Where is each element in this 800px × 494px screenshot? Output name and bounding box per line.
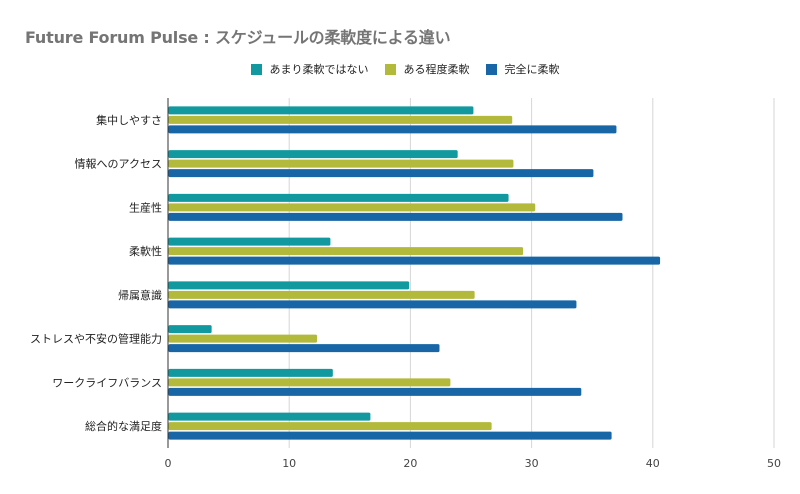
bar[interactable] [168, 237, 331, 246]
bar[interactable] [168, 378, 451, 387]
category-label: 生産性 [129, 200, 162, 214]
bar[interactable] [168, 431, 612, 440]
bar[interactable] [168, 125, 617, 134]
category-label: 柔軟性 [129, 244, 162, 258]
x-tick-label: 50 [767, 457, 781, 470]
bar[interactable] [168, 247, 524, 256]
x-tick-label: 40 [646, 457, 660, 470]
category-label: 帰属意識 [118, 288, 162, 302]
bar[interactable] [168, 212, 623, 221]
legend-swatch [250, 63, 262, 75]
bar[interactable] [168, 256, 661, 265]
category-label: 情報へのアクセス [75, 158, 162, 171]
bars [168, 106, 661, 440]
category-label: ストレスや不安の管理能力 [30, 332, 162, 346]
category-labels: 集中しやすさ情報へのアクセス生産性柔軟性帰属意識ストレスや不安の管理能力ワークラ… [30, 113, 162, 433]
legend-label: ある程度柔軟 [403, 63, 470, 76]
x-tick-label: 0 [165, 457, 172, 470]
bar[interactable] [168, 290, 475, 299]
legend-label: あまり柔軟ではない [269, 63, 369, 76]
bar[interactable] [168, 203, 536, 212]
legend-item-fully-flexible[interactable]: 完全に柔軟 [485, 61, 560, 77]
bar[interactable] [168, 106, 474, 115]
legend-item-not-flexible[interactable]: あまり柔軟ではない [250, 61, 369, 77]
category-label: 集中しやすさ [96, 113, 162, 127]
bar[interactable] [168, 344, 440, 353]
bar[interactable] [168, 115, 513, 124]
bar[interactable] [168, 150, 458, 159]
legend-label: 完全に柔軟 [504, 63, 560, 76]
x-tick-labels: 0 10 20 30 40 50 [165, 457, 782, 470]
bar[interactable] [168, 368, 333, 377]
bar[interactable] [168, 159, 514, 168]
bar[interactable] [168, 193, 509, 202]
bar[interactable] [168, 387, 582, 396]
legend: あまり柔軟ではない ある程度柔軟 完全に柔軟 [0, 61, 800, 77]
bar[interactable] [168, 281, 410, 290]
category-label: ワークライフバランス [52, 376, 162, 389]
legend-swatch [384, 63, 396, 75]
x-tick-label: 30 [525, 457, 539, 470]
bar[interactable] [168, 334, 318, 343]
x-tick-label: 20 [403, 457, 417, 470]
bar[interactable] [168, 412, 371, 421]
legend-swatch [485, 63, 497, 75]
legend-item-somewhat-flexible[interactable]: ある程度柔軟 [384, 61, 470, 77]
bar[interactable] [168, 169, 594, 178]
bar[interactable] [168, 422, 492, 431]
bar[interactable] [168, 300, 577, 309]
bar[interactable] [168, 325, 212, 334]
category-label: 総合的な満足度 [85, 419, 162, 433]
chart-title: Future Forum Pulse : スケジュールの柔軟度による違い [25, 28, 451, 47]
x-tick-label: 10 [282, 457, 296, 470]
